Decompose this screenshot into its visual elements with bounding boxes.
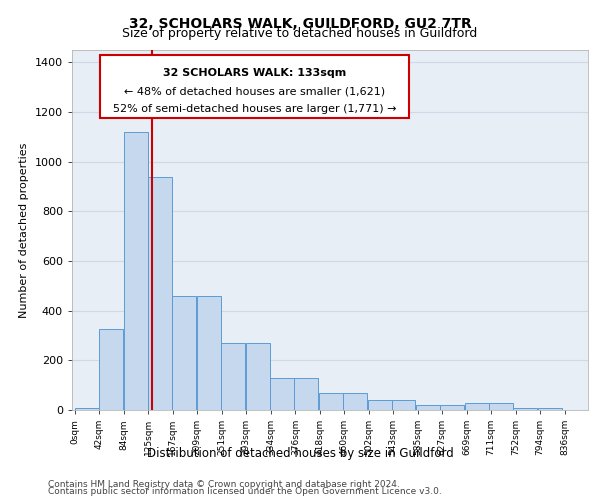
Bar [538,408,562,410]
Bar [490,402,514,410]
Bar [148,176,172,410]
Y-axis label: Number of detached properties: Number of detached properties [19,142,29,318]
Text: Distribution of detached houses by size in Guildford: Distribution of detached houses by size … [146,448,454,460]
Bar [294,378,318,410]
Bar [75,408,99,410]
Text: 32, SCHOLARS WALK, GUILDFORD, GU2 7TR: 32, SCHOLARS WALK, GUILDFORD, GU2 7TR [128,18,472,32]
Bar [124,132,148,410]
Text: Size of property relative to detached houses in Guildford: Size of property relative to detached ho… [122,28,478,40]
Bar [465,402,489,410]
Bar [440,405,464,410]
Bar [319,392,343,410]
Bar [100,330,124,410]
Bar [514,408,537,410]
FancyBboxPatch shape [100,55,409,118]
Text: ← 48% of detached houses are smaller (1,621): ← 48% of detached houses are smaller (1,… [124,86,385,97]
Bar [221,343,245,410]
Bar [368,400,392,410]
Bar [197,296,221,410]
Bar [269,378,293,410]
Text: 52% of semi-detached houses are larger (1,771) →: 52% of semi-detached houses are larger (… [113,104,396,115]
Bar [416,405,440,410]
Bar [392,400,415,410]
Bar [343,392,367,410]
Text: 32 SCHOLARS WALK: 133sqm: 32 SCHOLARS WALK: 133sqm [163,68,346,78]
Text: Contains public sector information licensed under the Open Government Licence v3: Contains public sector information licen… [48,488,442,496]
Bar [172,296,196,410]
Text: Contains HM Land Registry data © Crown copyright and database right 2024.: Contains HM Land Registry data © Crown c… [48,480,400,489]
Bar [246,343,269,410]
